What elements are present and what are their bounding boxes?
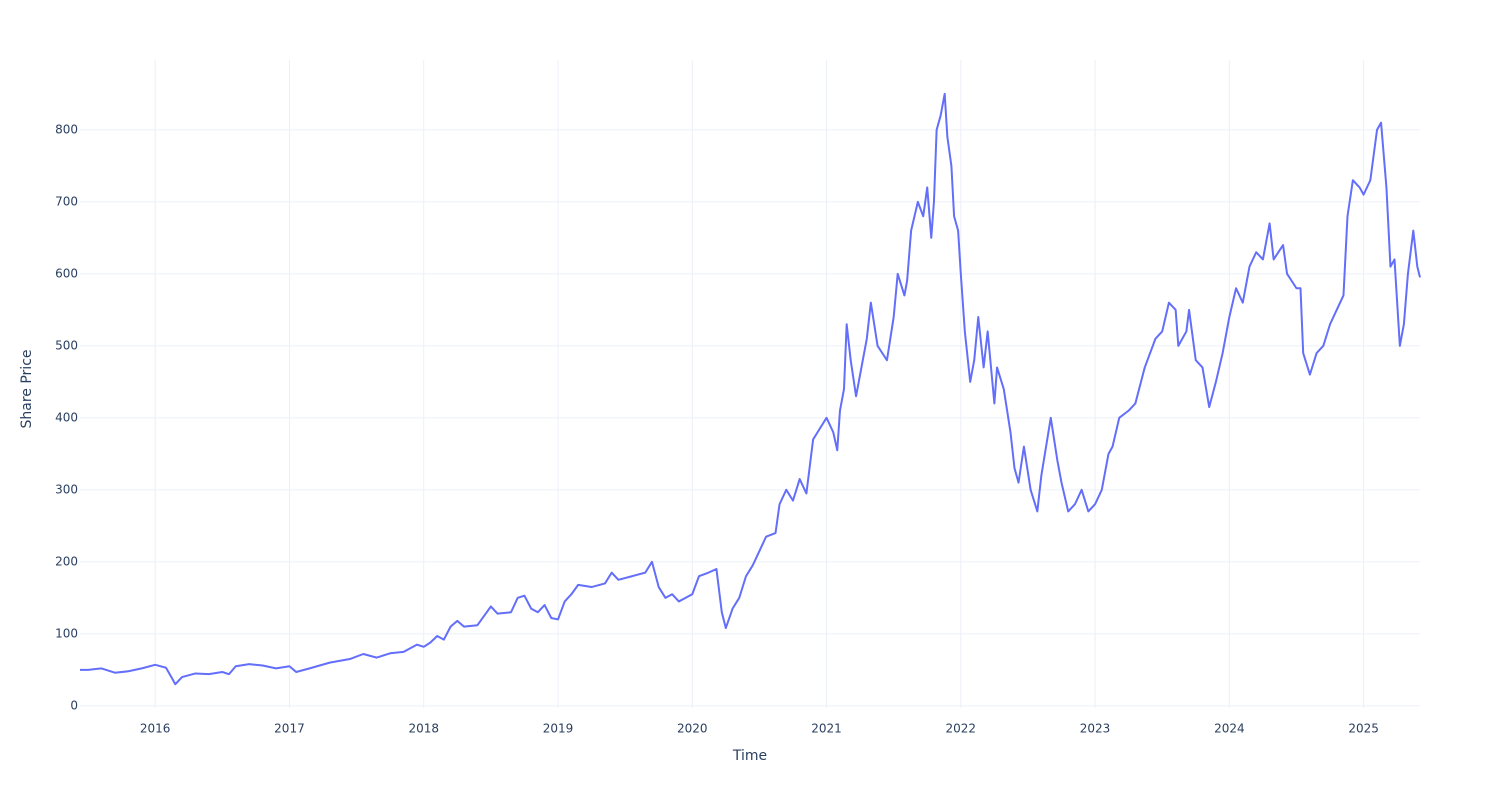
y-tick-label: 500: [55, 338, 78, 352]
data-line: [80, 92, 1421, 686]
y-tick-label: 0: [70, 698, 78, 712]
x-tick-label: 2016: [140, 722, 171, 736]
y-axis-title: Share Price: [19, 349, 35, 428]
x-tick-label: 2022: [946, 722, 977, 736]
x-tick-label: 2019: [543, 722, 574, 736]
x-tick-label: 2025: [1348, 722, 1379, 736]
y-tick-label: 600: [55, 266, 78, 280]
x-tick-label: 2018: [408, 722, 439, 736]
y-tick-label: 400: [55, 410, 78, 424]
y-tick-label: 800: [55, 122, 78, 136]
y-tick-label: 200: [55, 554, 78, 568]
x-axis-title: Time: [732, 748, 767, 764]
y-tick-label: 300: [55, 482, 78, 496]
y-tick-label: 700: [55, 194, 78, 208]
x-tick-label: 2017: [274, 722, 305, 736]
x-tick-label: 2024: [1214, 722, 1245, 736]
x-tick-label: 2021: [811, 722, 842, 736]
y-tick-label: 100: [55, 626, 78, 640]
x-tick-label: 2023: [1080, 722, 1111, 736]
x-tick-label: 2020: [677, 722, 708, 736]
